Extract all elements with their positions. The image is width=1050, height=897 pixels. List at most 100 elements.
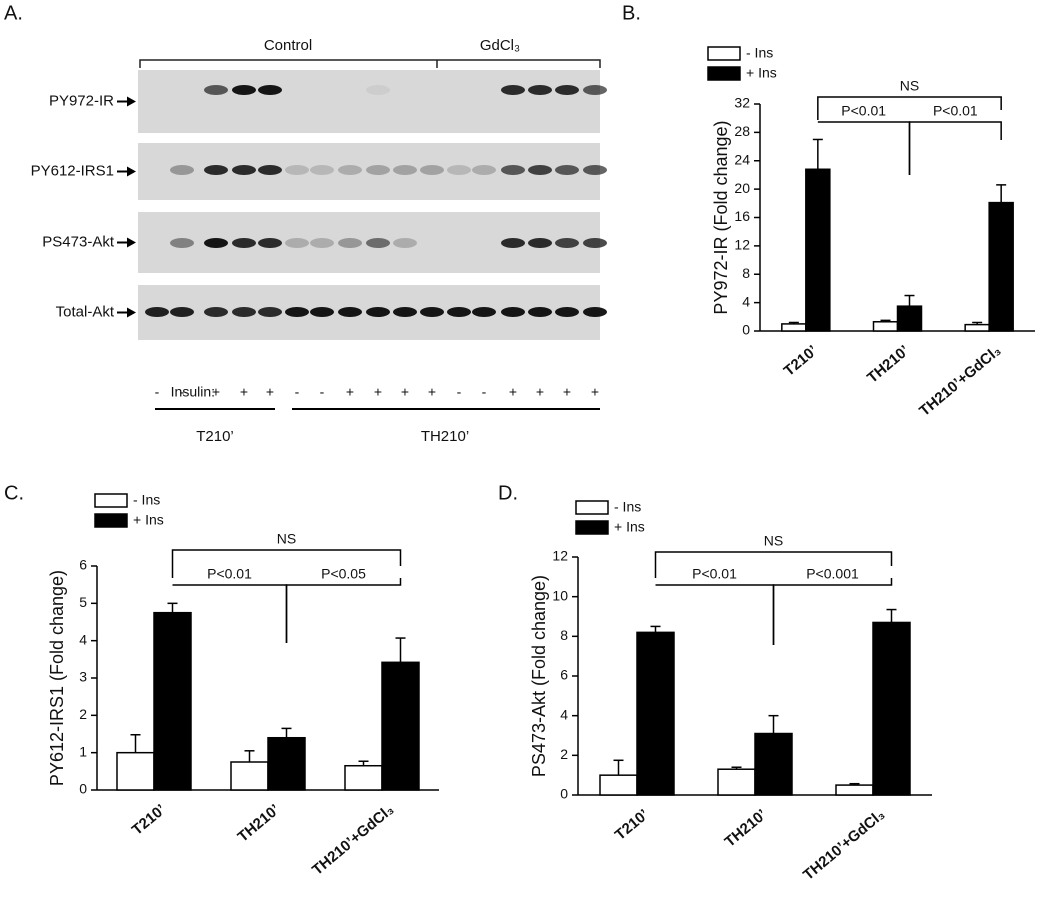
legend-label: - Ins — [614, 499, 641, 515]
blot-band — [258, 165, 282, 175]
blot-band — [393, 165, 417, 175]
insulin-sign: - — [482, 384, 487, 400]
y-tick-label: 6 — [79, 557, 87, 573]
blot-band — [232, 307, 256, 317]
significance-bracket — [908, 121, 1002, 175]
blot-band — [366, 85, 390, 95]
x-tick-label: T210’ — [612, 806, 652, 844]
significance-label: P<0.05 — [321, 566, 366, 582]
blot-band — [285, 165, 309, 175]
x-tick-label: TH210’+GdCl₃ — [309, 801, 397, 879]
blot-band — [145, 307, 169, 317]
blot-band — [204, 85, 228, 95]
insulin-sign: + — [212, 384, 220, 400]
blot-band — [393, 307, 417, 317]
blot-band — [583, 307, 607, 317]
row-label: PS473-Akt — [42, 233, 115, 250]
significance-label: P<0.01 — [207, 566, 252, 582]
bar — [781, 323, 807, 332]
y-tick-label: 4 — [79, 631, 87, 647]
blot-header: Control — [264, 37, 312, 54]
x-tick-label: TH210’ — [864, 342, 913, 387]
legend-swatch — [707, 66, 741, 81]
blot-band — [420, 165, 444, 175]
insulin-sign: + — [509, 384, 517, 400]
blot-band — [583, 165, 607, 175]
y-tick-label: 0 — [79, 781, 87, 797]
bar — [872, 321, 899, 332]
significance-label: NS — [277, 531, 296, 547]
significance-label: P<0.01 — [692, 566, 737, 582]
y-tick-label: 12 — [734, 237, 750, 253]
panel-label: D. — [498, 482, 518, 504]
y-tick-label: 5 — [79, 594, 87, 610]
insulin-sign: + — [266, 384, 274, 400]
arrow-head — [127, 307, 136, 318]
row-label: PY972-IR — [49, 92, 114, 109]
x-tick-label: TH210’ — [235, 801, 284, 846]
blot-band — [338, 165, 362, 175]
bar — [116, 751, 155, 791]
y-tick-label: 24 — [734, 151, 750, 167]
blot-band — [204, 307, 228, 317]
panel-label: C. — [4, 482, 24, 504]
blot-band — [447, 307, 471, 317]
insulin-sign: + — [536, 384, 544, 400]
insulin-sign: + — [401, 384, 409, 400]
blot-band — [528, 238, 552, 248]
blot-band — [583, 85, 607, 95]
insulin-sign: + — [591, 384, 599, 400]
y-tick-label: 20 — [734, 180, 750, 196]
blot-band — [232, 85, 256, 95]
blot-band — [285, 307, 309, 317]
significance-label: P<0.01 — [841, 103, 886, 119]
bar — [754, 732, 793, 796]
legend-swatch — [575, 520, 609, 535]
bar — [636, 631, 675, 796]
blot-band — [310, 238, 334, 248]
y-tick-label: 8 — [742, 265, 750, 281]
panel-label: B. — [622, 2, 641, 24]
bar — [344, 764, 383, 791]
legend-label: + Ins — [614, 519, 645, 535]
blot-band — [528, 85, 552, 95]
y-tick-label: 3 — [79, 669, 87, 685]
bar — [230, 761, 269, 791]
y-axis-label: PY612-IRS1 (Fold change) — [47, 570, 67, 786]
insulin-label: Insulin: — [171, 384, 215, 400]
legend-swatch — [94, 493, 128, 508]
bar — [717, 768, 756, 796]
blot-band — [285, 238, 309, 248]
y-axis-label: PY972-IR (Fold change) — [711, 120, 731, 314]
blot-band — [366, 165, 390, 175]
insulin-sign: + — [240, 384, 248, 400]
blot-header: GdCl₃ — [480, 37, 520, 54]
arrow-head — [127, 96, 136, 107]
blot-band — [555, 85, 579, 95]
y-tick-label: 10 — [552, 587, 568, 603]
y-tick-label: 16 — [734, 208, 750, 224]
x-tick-label: T210’ — [129, 801, 169, 839]
blot-band — [170, 165, 194, 175]
row-label: PY612-IRS1 — [31, 162, 114, 179]
blot-band — [555, 238, 579, 248]
blot-band — [170, 307, 194, 317]
insulin-sign: + — [346, 384, 354, 400]
y-tick-label: 1 — [79, 743, 87, 759]
blot-band — [472, 307, 496, 317]
blot-band — [501, 85, 525, 95]
legend-swatch — [707, 46, 741, 61]
significance-bracket — [171, 549, 402, 578]
bar — [964, 323, 990, 332]
x-tick-label: TH210’ — [722, 806, 771, 851]
bar — [153, 611, 192, 791]
insulin-sign: - — [180, 384, 185, 400]
blot-band — [366, 238, 390, 248]
blot-band — [310, 307, 334, 317]
blot-band — [501, 307, 525, 317]
y-tick-label: 4 — [742, 293, 750, 309]
blot-band — [170, 238, 194, 248]
brace — [139, 59, 601, 68]
y-tick-label: 12 — [552, 548, 568, 564]
blot-band — [528, 165, 552, 175]
